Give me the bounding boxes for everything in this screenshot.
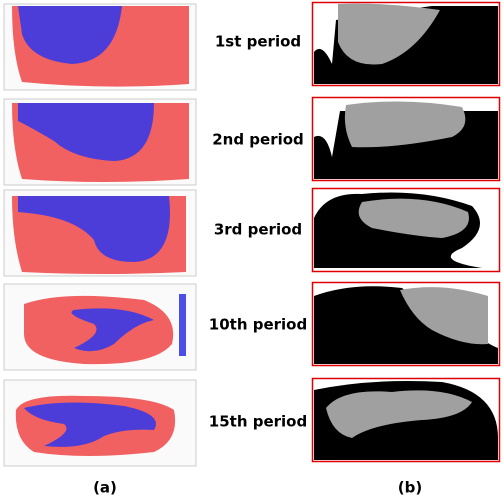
simulation-panel [4, 190, 196, 276]
simulation-panel [4, 284, 196, 370]
period-label: 2nd period [212, 131, 304, 149]
caption-b: (b) [398, 479, 422, 497]
period-label: 15th period [209, 413, 307, 431]
simulation-panel [4, 4, 196, 90]
caption-a: (a) [93, 479, 117, 497]
simulation-panel [4, 380, 196, 466]
simulation-panel [4, 99, 196, 185]
binary-panel [312, 282, 500, 366]
binary-panel [312, 97, 500, 181]
period-label: 1st period [215, 33, 301, 51]
binary-panel [312, 2, 500, 86]
period-label: 3rd period [214, 221, 302, 239]
period-label: 10th period [209, 316, 307, 334]
figure: (a) (b) 1st period 2nd period 3rd period 10… [0, 0, 503, 503]
binary-panel [312, 188, 500, 272]
binary-panel [312, 378, 500, 462]
